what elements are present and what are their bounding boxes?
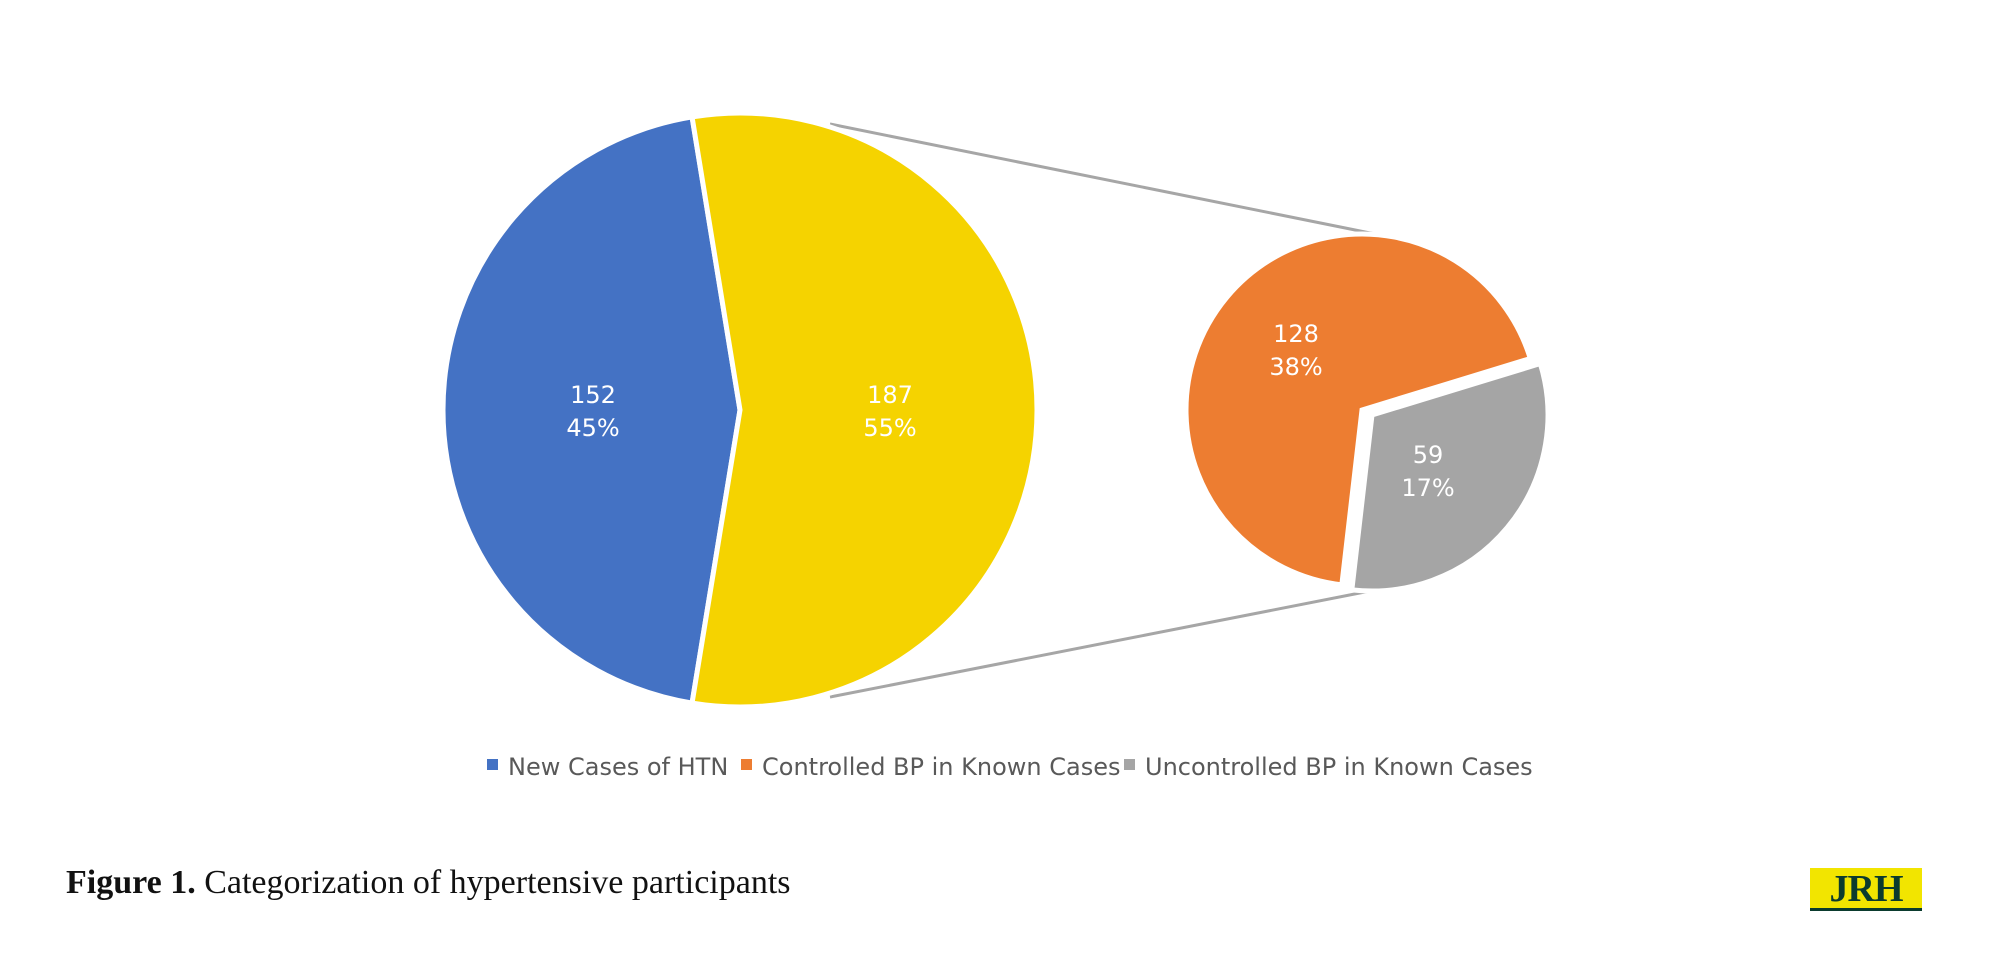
data-label-uncontrolled-percent: 17% [1401,474,1454,502]
legend-swatch-controlled-bp [741,759,752,770]
data-label-controlled-percent: 38% [1269,353,1322,381]
legend-label-uncontrolled-bp: Uncontrolled BP in Known Cases [1145,753,1533,781]
figure-caption: Figure 1. Categorization of hypertensive… [66,864,791,902]
data-label-known-value: 187 [867,381,913,409]
legend-swatch-uncontrolled-bp [1124,759,1135,770]
data-label-new-value: 152 [570,381,616,409]
pie-slice-known-cases [689,110,1040,710]
data-label-controlled-value: 128 [1273,320,1319,348]
journal-logo: JRH [1810,868,1922,911]
legend-label-new-cases: New Cases of HTN [508,753,728,781]
legend-label-controlled-bp: Controlled BP in Known Cases [762,753,1120,781]
figure-caption-text: Categorization of hypertensive participa… [195,864,791,901]
data-label-uncontrolled-value: 59 [1413,441,1444,469]
connector-line-bottom [829,588,1376,699]
legend-swatch-new-cases [487,759,498,770]
pie-slice-controlled-bp [1183,231,1534,588]
pie-slice-new-cases [440,114,743,706]
connector-line-top [829,122,1376,236]
data-label-known-percent: 55% [863,414,916,442]
pie-slice-uncontrolled-bp [1349,360,1551,594]
data-label-new-percent: 45% [566,414,619,442]
figure-caption-label: Figure 1. [66,864,196,901]
